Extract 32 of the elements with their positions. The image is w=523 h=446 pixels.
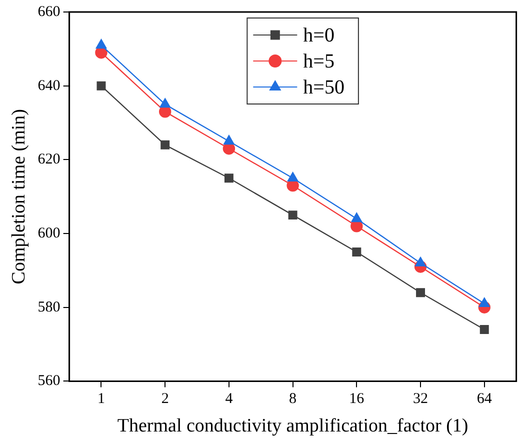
legend-label: h=50 — [303, 76, 344, 98]
point — [287, 172, 298, 182]
point — [224, 135, 234, 145]
y-tick-label: 660 — [38, 4, 60, 20]
point — [416, 288, 426, 298]
point — [160, 98, 170, 108]
y-tick-label: 620 — [38, 152, 60, 168]
y-tick-label: 580 — [38, 299, 60, 316]
point — [96, 81, 106, 90]
point — [480, 325, 489, 334]
point — [479, 298, 490, 308]
x-axis-title: Thermal conductivity amplification_factor (1) — [117, 416, 468, 437]
point — [351, 212, 362, 222]
x-tick-label: 16 — [349, 391, 365, 408]
point — [96, 39, 107, 49]
y-tick-label: 640 — [38, 78, 60, 94]
y-tick-label: 600 — [38, 225, 60, 242]
y-tick-label: 560 — [38, 373, 60, 390]
legend-label: h=0 — [303, 24, 334, 46]
x-tick-label: 2 — [161, 391, 169, 408]
y-axis-title: Completion time (min) — [8, 109, 30, 284]
point — [224, 174, 234, 183]
x-tick-label: 32 — [413, 391, 428, 408]
point — [415, 256, 426, 266]
point — [352, 247, 362, 256]
x-tick-label: 8 — [289, 391, 297, 408]
point — [288, 210, 298, 220]
x-tick-label: 64 — [476, 391, 492, 408]
legend-label: h=5 — [303, 50, 334, 72]
x-tick-label: 1 — [97, 391, 105, 408]
x-tick-label: 4 — [225, 391, 234, 408]
point — [160, 140, 170, 150]
